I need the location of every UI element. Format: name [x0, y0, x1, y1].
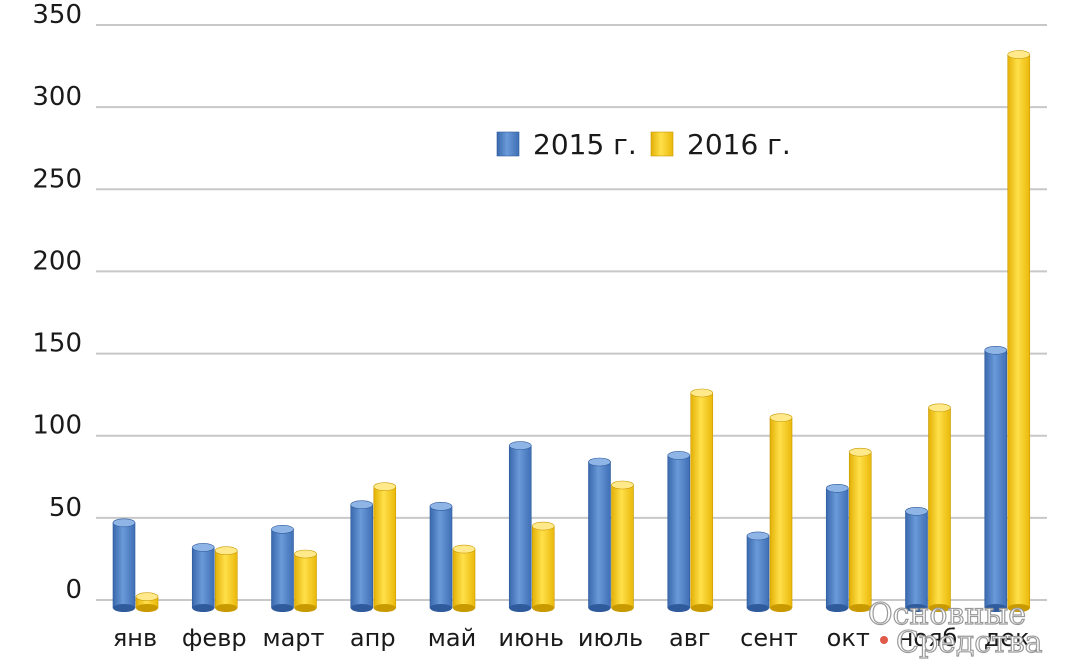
- x-tick-label: янв: [113, 624, 157, 652]
- x-tick-label: окт: [827, 624, 870, 652]
- bar-2015: [905, 506, 928, 612]
- bar-2016: [611, 480, 634, 612]
- x-tick-label: авг: [669, 624, 710, 652]
- bar-2015: [508, 441, 532, 612]
- y-tick-label: 150: [32, 329, 82, 359]
- watermark-line-1: Основные: [868, 597, 1026, 632]
- x-tick-label: июль: [578, 624, 643, 652]
- bar-2015: [112, 518, 136, 612]
- legend-item-2015: 2015 г.: [496, 128, 637, 161]
- bar-2016: [531, 521, 555, 612]
- bar-2016: [1007, 50, 1031, 612]
- bar-2015: [825, 483, 849, 612]
- x-tick-label: июнь: [498, 624, 564, 652]
- y-tick-label: 300: [32, 82, 82, 112]
- legend-swatch: [650, 131, 674, 157]
- bar-2015: [746, 531, 770, 612]
- bar-2016: [135, 592, 159, 612]
- x-tick-label: апр: [350, 624, 396, 652]
- gridlines: [96, 24, 1047, 601]
- bar-2015: [429, 502, 453, 612]
- bar-2016: [928, 403, 951, 612]
- x-axis-ticks: янв февр март апр май июнь июль авг сент окт нояб д…: [113, 624, 1030, 652]
- y-tick-label: 0: [65, 575, 82, 605]
- bar-2015: [588, 457, 611, 612]
- bar-2016: [214, 546, 238, 612]
- bars: [112, 50, 1031, 612]
- legend-label: 2015 г.: [533, 128, 637, 161]
- y-tick-label: 350: [32, 0, 82, 30]
- bar-2016: [373, 482, 397, 612]
- bar-2015: [984, 345, 1008, 612]
- y-tick-label: 250: [32, 164, 82, 194]
- y-tick-label: 100: [32, 411, 82, 441]
- y-tick-label: 50: [49, 493, 82, 523]
- x-tick-label: май: [428, 624, 476, 652]
- bar-2015: [191, 543, 215, 612]
- bar-2016: [690, 388, 714, 612]
- x-tick-label: март: [262, 624, 324, 652]
- bar-2015: [271, 525, 294, 612]
- watermark-line-2: Средства: [896, 625, 1043, 660]
- bar-2016: [769, 413, 793, 612]
- x-tick-label: сент: [740, 624, 798, 652]
- legend: 2015 г. 2016 г.: [496, 128, 791, 161]
- legend-label: 2016 г.: [687, 128, 791, 161]
- bar-2015: [667, 451, 691, 612]
- legend-item-2016: 2016 г.: [650, 128, 791, 161]
- bar-2016: [452, 544, 476, 612]
- x-tick-label: дек: [984, 624, 1030, 652]
- watermark-dot: [880, 636, 888, 644]
- x-tick-label: нояб: [898, 624, 958, 652]
- y-axis-ticks: 0 50 100 150 200 250 300 350: [32, 0, 82, 605]
- bar-2016: [294, 549, 317, 612]
- bar-2016: [848, 447, 872, 612]
- legend-swatch: [496, 131, 520, 157]
- y-tick-label: 200: [32, 246, 82, 276]
- bar-2015: [350, 500, 374, 612]
- x-tick-label: февр: [182, 624, 247, 652]
- watermark-logo: Основные Средства: [867, 596, 1043, 660]
